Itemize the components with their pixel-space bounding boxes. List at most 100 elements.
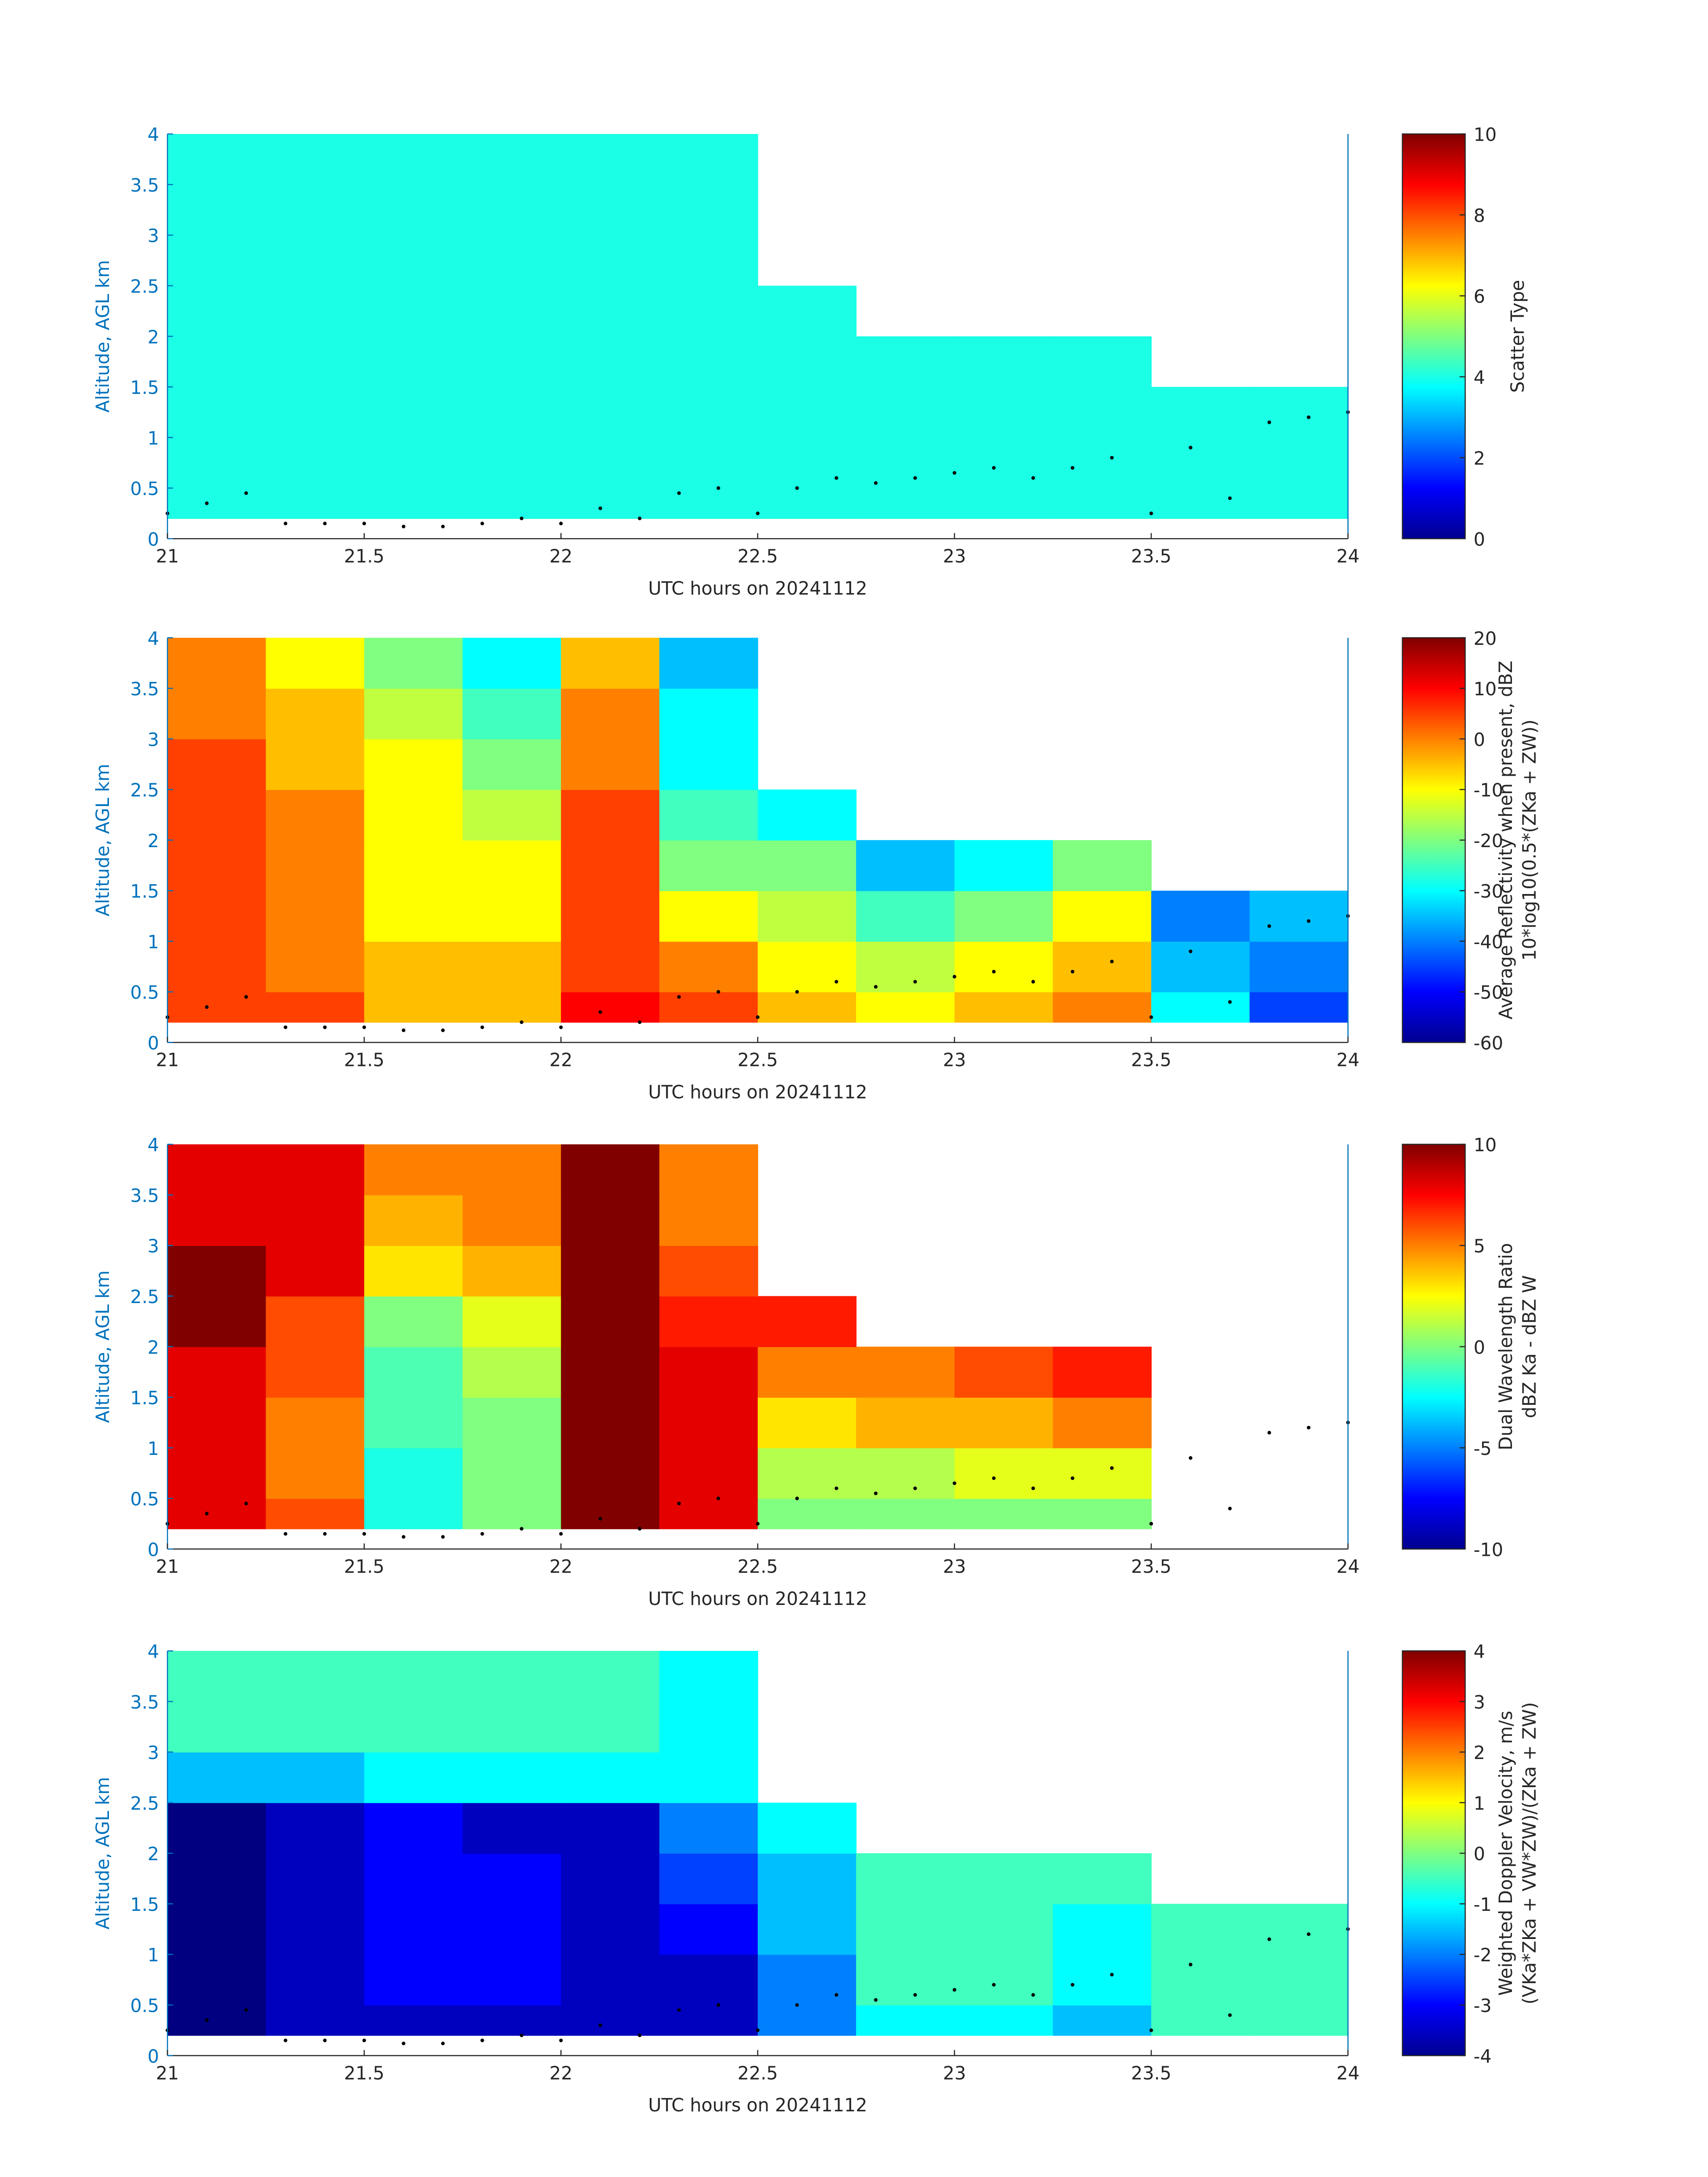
heatmap-cell (1052, 1448, 1152, 1499)
heatmap-cell (659, 134, 758, 185)
heatmap-cell (167, 1904, 267, 1955)
heatmap-cell (167, 1498, 267, 1529)
marker-dot (1110, 455, 1114, 460)
marker-dot (401, 1535, 405, 1539)
marker-dot (716, 990, 720, 994)
marker-dot (244, 995, 248, 999)
marker-dot (284, 522, 288, 526)
heatmap-cell (266, 739, 365, 790)
heatmap-cell (462, 1296, 562, 1347)
heatmap-cell (757, 285, 857, 337)
heatmap-cell (462, 840, 562, 891)
colorbar-tick-label: -2 (1474, 1944, 1492, 1966)
heatmap-cell (856, 488, 955, 519)
colorbar-tick-label: 0 (1474, 729, 1485, 750)
marker-dot (362, 1025, 366, 1029)
heatmap-cell (167, 488, 267, 519)
marker-dot (1070, 1476, 1074, 1480)
heatmap-cell (659, 739, 758, 790)
marker-dot (1228, 1507, 1232, 1511)
heatmap-cell (364, 1346, 463, 1398)
marker-dot (716, 1496, 720, 1500)
colorbar (1402, 133, 1466, 539)
x-tick-label: 24 (1336, 1556, 1360, 1577)
y-tick-label: 0.5 (130, 1995, 159, 2016)
marker-dot (913, 1993, 917, 1997)
heatmap-cell (659, 1397, 758, 1449)
x-tick-label: 22.5 (738, 1556, 778, 1577)
heatmap-cell (167, 1701, 267, 1753)
heatmap-cell (954, 992, 1053, 1023)
heatmap-cell (364, 688, 463, 740)
heatmap-cell (1052, 1346, 1152, 1398)
colorbar-tick-label: -60 (1474, 1032, 1503, 1054)
heatmap-cell (1151, 992, 1250, 1023)
marker-dot (677, 2008, 681, 2012)
y-tick-label: 4 (147, 1641, 159, 1663)
heatmap-cell (561, 134, 660, 185)
heatmap-cell (757, 890, 857, 942)
heatmap-cell (364, 992, 463, 1023)
marker-dot (992, 466, 996, 470)
heatmap-cell (561, 1245, 660, 1297)
heatmap-cell (266, 336, 365, 388)
heatmap-cell (659, 1802, 758, 1854)
marker-dot (520, 516, 524, 520)
heatmap-cell (364, 285, 463, 337)
x-tick-label: 21 (156, 1049, 179, 1071)
heatmap-cell (266, 437, 365, 489)
heatmap-cell (954, 336, 1053, 388)
colorbar-tick-label: -10 (1474, 780, 1503, 801)
marker-dot (598, 1517, 602, 1521)
heatmap-cell (757, 2005, 857, 2036)
heatmap-cell (659, 1245, 758, 1297)
colorbar-tick-label: -4 (1474, 2046, 1492, 2067)
y-tick-label: 2.5 (130, 276, 159, 297)
x-axis-label: UTC hours on 20241112 (648, 1081, 868, 1103)
heatmap-cell (757, 1853, 857, 1905)
y-tick-label: 4 (147, 124, 159, 146)
heatmap-cell (757, 840, 857, 891)
marker-dot (559, 1025, 563, 1029)
heatmap-cell (167, 184, 267, 236)
heatmap-cell (462, 1954, 562, 2006)
marker-dot (874, 985, 878, 989)
heatmap-cell (659, 387, 758, 438)
colorbar-label: dBZ Ka - dBZ W (1519, 1275, 1540, 1418)
heatmap-cell (757, 488, 857, 519)
marker-dot (1031, 1993, 1035, 1997)
heatmap-cell (266, 840, 365, 891)
heatmap-cell (659, 1701, 758, 1753)
y-tick-label: 4 (147, 628, 159, 649)
heatmap-cell (462, 488, 562, 519)
heatmap-cell (659, 235, 758, 286)
marker-dot (1070, 1983, 1074, 1987)
heatmap-cell (1052, 387, 1152, 438)
marker-dot (323, 2039, 327, 2043)
marker-dot (480, 2039, 484, 2043)
heatmap-cell (462, 134, 562, 185)
heatmap-cell (954, 941, 1053, 993)
heatmap-cell (659, 1346, 758, 1398)
heatmap-cell (1052, 890, 1152, 942)
y-tick-label: 1.5 (130, 881, 159, 902)
heatmap-cell (954, 1498, 1053, 1529)
heatmap-cell (561, 1853, 660, 1905)
y-tick-label: 3 (147, 729, 159, 750)
colorbar-tick-label: -50 (1474, 982, 1503, 1003)
x-tick-label: 21.5 (344, 1049, 384, 1071)
heatmap-cell (167, 1144, 267, 1195)
colorbar-tick-label: 20 (1474, 628, 1497, 649)
marker-dot (1031, 980, 1035, 984)
y-tick-label: 1.5 (130, 1894, 159, 1915)
marker-dot (480, 1025, 484, 1029)
heatmap-cell (364, 1296, 463, 1347)
marker-dot (1267, 1431, 1271, 1435)
heatmap-cell (659, 1853, 758, 1905)
y-tick-label: 0.5 (130, 982, 159, 1003)
marker-dot (913, 476, 917, 480)
marker-dot (559, 522, 563, 526)
heatmap-cell (659, 890, 758, 942)
heatmap-cell (266, 2005, 365, 2036)
heatmap-cell (1249, 387, 1349, 438)
